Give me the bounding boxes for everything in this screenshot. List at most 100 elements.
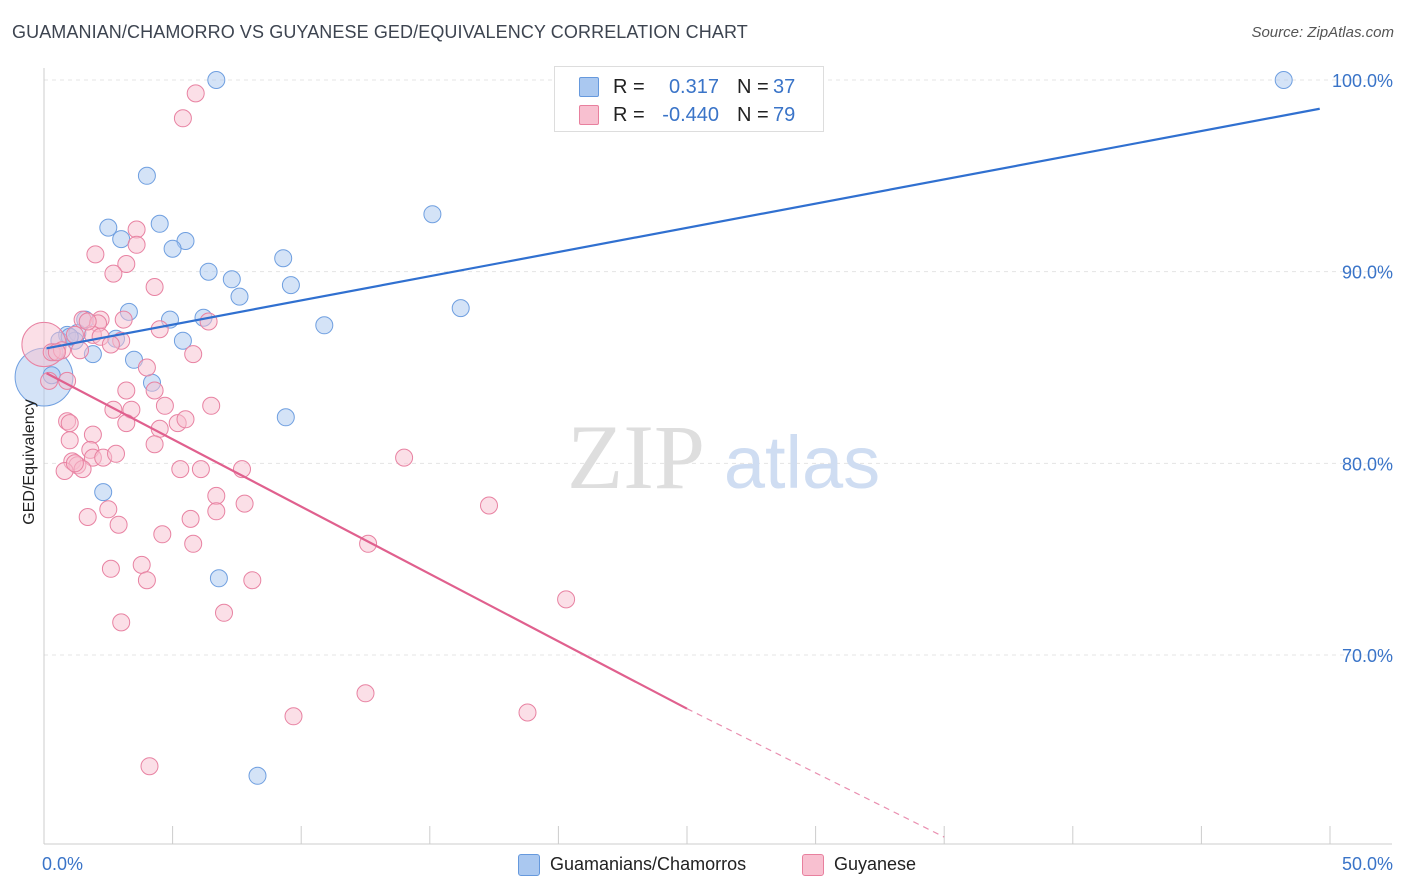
data-point — [171, 460, 190, 479]
data-point — [107, 444, 125, 463]
data-point — [104, 264, 123, 283]
data-point — [173, 331, 192, 350]
data-point — [281, 276, 300, 295]
data-point — [176, 410, 195, 429]
data-point — [356, 684, 375, 703]
data-point — [315, 316, 334, 335]
data-point — [248, 766, 267, 785]
data-point — [60, 414, 79, 433]
data-point — [209, 569, 228, 588]
stats-box: R = 0.317 N = 37 R = -0.440 N = 79 — [554, 66, 824, 132]
stats-row-guyanese: R = -0.440 N = 79 — [555, 101, 823, 129]
data-point — [65, 454, 84, 473]
legend-label: Guamanians/Chamorros — [550, 854, 747, 874]
data-point — [104, 400, 123, 419]
legend-swatch — [802, 854, 824, 876]
data-point — [155, 396, 174, 415]
data-point — [276, 408, 295, 427]
data-point — [112, 613, 131, 632]
data-point — [284, 707, 303, 726]
y-tick-label: 70.0% — [1342, 646, 1393, 666]
data-point — [243, 571, 262, 590]
gridlines — [44, 79, 1392, 656]
r-value: 0.317 — [668, 76, 719, 98]
n-value: 37 — [773, 76, 796, 98]
data-point — [202, 396, 221, 415]
r-label: R = — [613, 76, 645, 98]
data-point — [145, 381, 164, 400]
r-label: R = — [613, 104, 645, 126]
stats-row-guamanian: R = 0.317 N = 37 — [555, 73, 823, 101]
trend-lines — [46, 107, 1320, 838]
data-point — [207, 502, 226, 521]
data-point — [150, 214, 169, 233]
data-point — [199, 312, 218, 331]
data-point — [99, 500, 118, 519]
data-point — [186, 84, 205, 103]
series-swatch — [579, 77, 599, 97]
data-point — [274, 249, 293, 268]
r-value: -0.440 — [662, 104, 719, 126]
data-point — [137, 358, 156, 377]
legend-label: Guyanese — [834, 854, 917, 874]
y-tick-label: 90.0% — [1342, 263, 1393, 283]
data-point — [451, 299, 470, 318]
data-point — [480, 496, 498, 515]
data-point — [60, 431, 79, 450]
data-point — [184, 345, 203, 364]
data-point — [109, 515, 128, 534]
data-point — [207, 486, 226, 505]
n-label: N = — [737, 76, 769, 98]
x-tick-label: 50.0% — [1342, 854, 1393, 874]
data-point — [153, 525, 172, 544]
data-point — [423, 205, 442, 224]
data-point — [137, 166, 156, 185]
data-point — [184, 534, 203, 553]
data-point — [163, 239, 182, 258]
data-point — [140, 757, 159, 776]
data-point — [207, 71, 226, 89]
data-point — [230, 287, 249, 306]
data-point — [99, 218, 118, 237]
y-tick-label: 100.0% — [1332, 71, 1393, 91]
data-point — [78, 508, 97, 526]
trend-line — [46, 372, 688, 710]
data-point — [181, 509, 200, 528]
data-point — [199, 262, 218, 281]
data-point — [173, 109, 192, 128]
chart-title: GUAMANIAN/CHAMORRO VS GUYANESE GED/EQUIV… — [12, 22, 748, 42]
n-label: N = — [737, 104, 769, 126]
n-value: 79 — [773, 104, 796, 126]
data-point — [94, 483, 113, 502]
data-point — [132, 555, 151, 574]
data-point — [127, 235, 146, 254]
data-point — [215, 603, 233, 622]
data-point — [114, 310, 133, 329]
data-point — [191, 460, 210, 479]
watermark-zip: ZIP — [567, 406, 705, 508]
source-label: Source: ZipAtlas.com — [1251, 24, 1394, 41]
data-point — [86, 245, 105, 264]
x-tick-label: 0.0% — [42, 854, 83, 874]
data-point — [145, 435, 164, 454]
data-point — [78, 312, 97, 331]
tick-labels: 100.0% 90.0% 80.0% 70.0% 0.0% 50.0% — [42, 71, 1393, 874]
data-point — [101, 559, 120, 578]
data-point — [117, 381, 136, 400]
watermark-atlas: atlas — [724, 421, 880, 504]
data-point — [83, 425, 102, 444]
data-point — [235, 494, 254, 513]
axes — [43, 68, 1392, 845]
data-point — [395, 448, 414, 467]
trend-line-extrapolated — [686, 708, 945, 838]
data-point — [137, 571, 156, 590]
data-point — [145, 278, 164, 296]
data-point — [222, 270, 241, 289]
data-point — [557, 590, 576, 609]
data-point — [112, 230, 131, 249]
trend-line — [46, 107, 1320, 350]
series-swatch — [579, 105, 599, 125]
data-point — [101, 335, 120, 354]
y-axis-label: GED/Equivalency — [21, 399, 38, 525]
